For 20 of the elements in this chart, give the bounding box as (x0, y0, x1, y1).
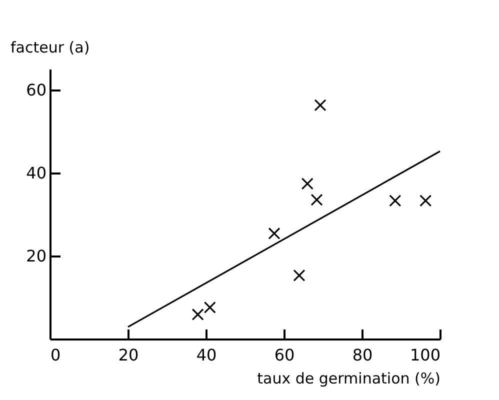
point (301, 178, 314, 190)
point (310, 194, 323, 206)
x-axis-title: taux de germination (%) (257, 370, 440, 388)
point (268, 227, 280, 240)
x-tick-label: 40 (196, 346, 217, 364)
point (192, 308, 204, 321)
x-tick-label: 0 (50, 346, 61, 364)
y-tick-label: 20 (26, 246, 46, 266)
point (420, 194, 432, 207)
point (389, 194, 402, 207)
y-tick-label: 40 (26, 163, 46, 182)
y-tick-label: 60 (26, 80, 46, 100)
x-tick-label: 20 (118, 346, 139, 364)
x-tick-label: 100 (410, 346, 440, 364)
point (204, 301, 216, 314)
x-tick-label: 80 (352, 346, 373, 364)
point (293, 269, 306, 282)
point (314, 99, 326, 112)
y-axis-title: facteur (a) (10, 38, 90, 56)
x-tick-label: 60 (274, 346, 295, 364)
